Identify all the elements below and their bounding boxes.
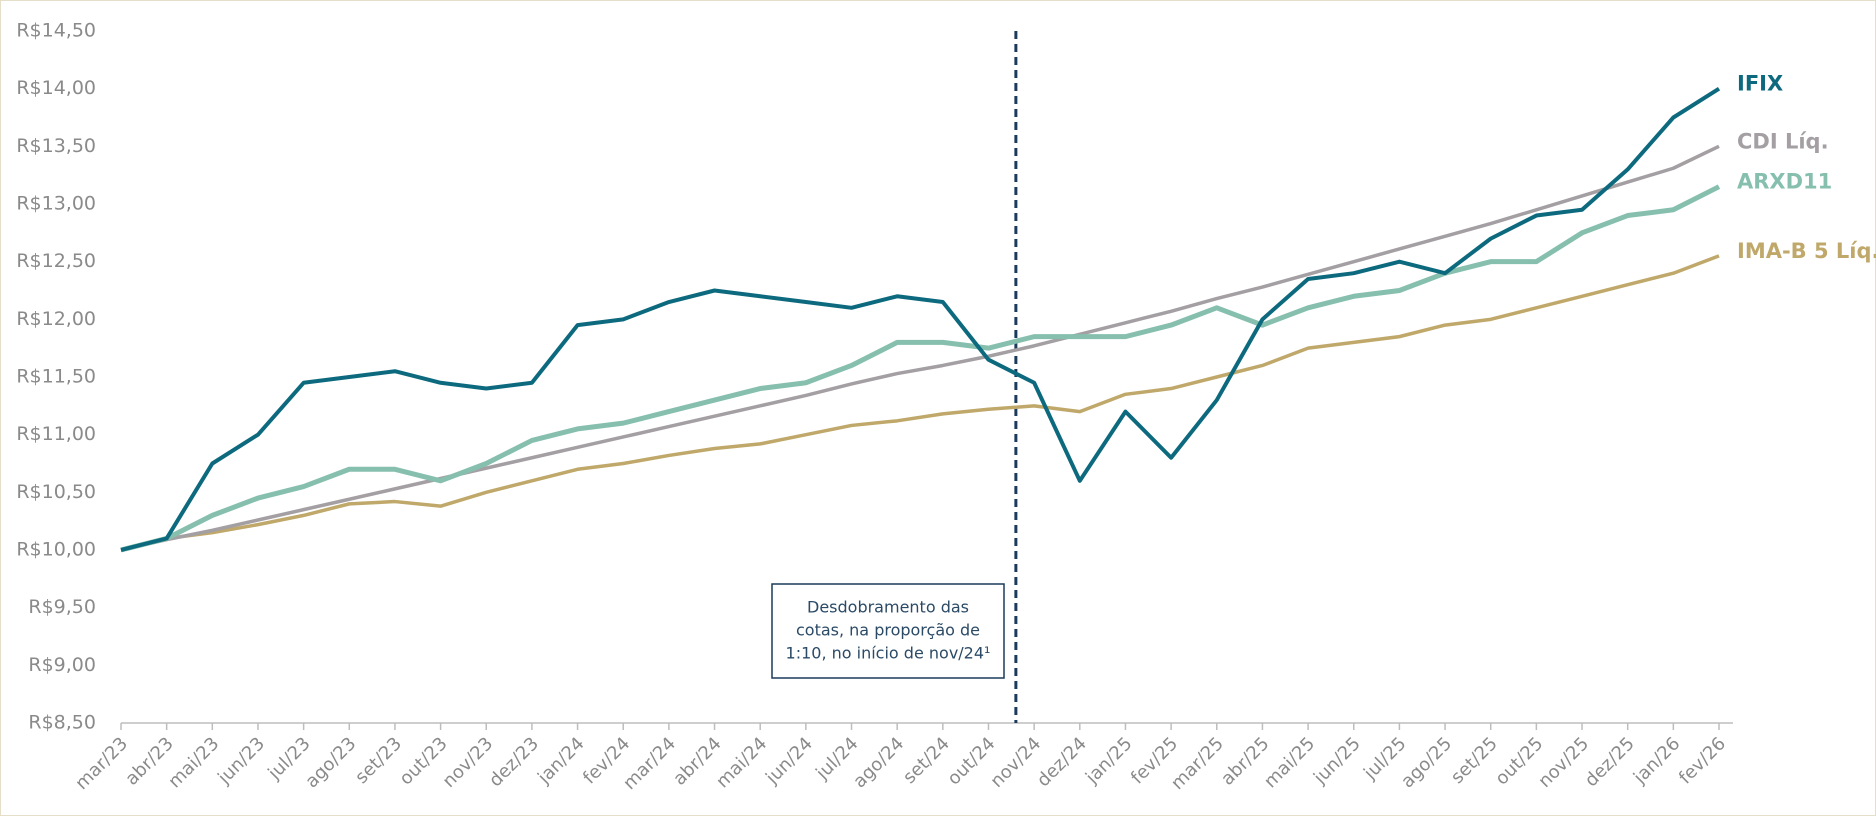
x-tick-label: set/23 <box>351 733 406 788</box>
y-tick-label: R$13,50 <box>16 135 96 157</box>
y-tick-label: R$9,00 <box>28 654 96 676</box>
y-tick-label: R$14,00 <box>16 77 96 99</box>
y-tick-label: R$13,00 <box>16 193 96 215</box>
x-tick-label: mai/25 <box>1260 733 1319 792</box>
x-tick-label: nov/24 <box>986 733 1045 792</box>
y-tick-label: R$12,00 <box>16 308 96 330</box>
y-tick-label: R$14,50 <box>16 20 96 42</box>
x-tick-label: ago/24 <box>849 733 908 792</box>
x-tick-label: dez/24 <box>1033 733 1091 791</box>
y-tick-label: R$11,50 <box>16 366 96 388</box>
legend-label: IMA-B 5 Líq. <box>1737 239 1876 263</box>
series-line <box>120 254 1720 552</box>
x-tick-label: ago/25 <box>1397 733 1456 792</box>
series-line <box>120 184 1721 553</box>
legend-label: CDI Líq. <box>1737 129 1829 153</box>
annotation-text: 1:10, no início de nov/24¹ <box>786 644 991 663</box>
x-tick-label: jan/26 <box>1629 733 1684 788</box>
y-tick-label: R$10,50 <box>16 481 96 503</box>
x-tick-label: dez/25 <box>1581 733 1639 791</box>
x-tick-label: set/24 <box>899 733 954 788</box>
x-tick-label: jan/25 <box>1081 733 1136 788</box>
x-tick-label: jun/23 <box>213 733 269 789</box>
legend-label: ARXD11 <box>1737 170 1832 194</box>
series-line <box>120 144 1720 552</box>
annotation-text: cotas, na proporção de <box>796 621 980 640</box>
y-tick-label: R$8,50 <box>28 712 96 734</box>
x-tick-label: nov/25 <box>1534 733 1593 792</box>
x-tick-label: dez/23 <box>485 733 543 791</box>
legend-label: IFIX <box>1737 72 1783 96</box>
x-tick-label: jun/24 <box>761 733 817 789</box>
y-tick-label: R$12,50 <box>16 250 96 272</box>
x-tick-label: mai/23 <box>164 733 223 792</box>
y-tick-label: R$11,00 <box>16 423 96 445</box>
y-tick-label: R$9,50 <box>28 596 96 618</box>
x-tick-label: set/25 <box>1447 733 1502 788</box>
x-tick-label: jan/24 <box>533 733 588 788</box>
x-tick-label: mar/23 <box>71 733 132 794</box>
annotation-text: Desdobramento das <box>807 598 969 617</box>
x-tick-label: jun/25 <box>1309 733 1365 789</box>
y-tick-label: R$10,00 <box>16 539 96 561</box>
x-tick-label: mai/24 <box>712 733 771 792</box>
x-tick-label: ago/23 <box>301 733 360 792</box>
annotation-box <box>771 583 1005 679</box>
x-tick-label: nov/23 <box>439 733 498 792</box>
x-tick-label: fev/26 <box>1675 733 1730 788</box>
series-line <box>120 86 1721 552</box>
